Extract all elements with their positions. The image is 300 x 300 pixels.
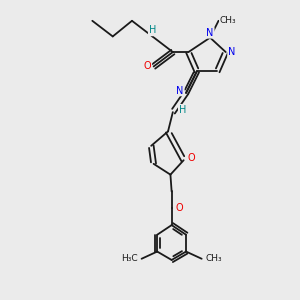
Text: O: O	[175, 203, 183, 213]
Text: H₃C: H₃C	[121, 254, 138, 263]
Text: O: O	[144, 61, 152, 71]
Text: N: N	[206, 28, 214, 38]
Text: CH₃: CH₃	[220, 16, 236, 25]
Text: CH₃: CH₃	[206, 254, 222, 263]
Text: N: N	[176, 85, 184, 95]
Text: O: O	[187, 153, 195, 163]
Text: H: H	[149, 26, 156, 35]
Text: N: N	[228, 47, 236, 57]
Text: H: H	[179, 105, 186, 115]
